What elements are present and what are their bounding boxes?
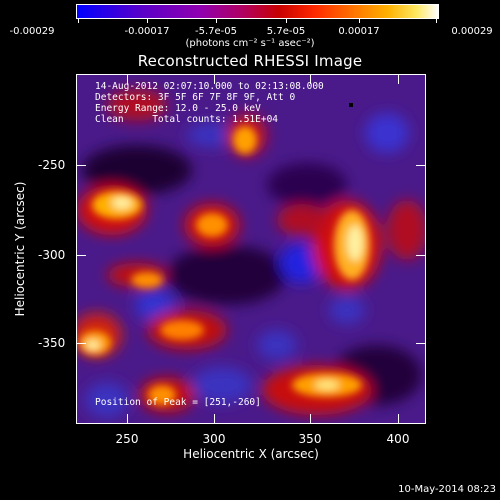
axis-tick bbox=[127, 414, 128, 424]
axis-tick bbox=[127, 74, 128, 84]
colorbar-tick bbox=[359, 19, 360, 23]
axis-tick bbox=[398, 414, 399, 424]
axis-tick bbox=[214, 74, 215, 84]
colorbar-tick bbox=[286, 19, 287, 23]
x-tick-label: 250 bbox=[115, 432, 139, 446]
info-line-4: Clean Total counts: 1.51E+04 bbox=[95, 114, 279, 125]
info-line-1: 14-Aug-2012 02:07:10.000 to 02:13:08.000 bbox=[95, 81, 324, 92]
axis-tick bbox=[310, 414, 311, 424]
axis-tick bbox=[416, 165, 426, 166]
info-line-2: Detectors: 3F 5F 6F 7F 8F 9F, Att 0 bbox=[95, 92, 296, 103]
y-axis-label: Heliocentric Y (arcsec) bbox=[13, 181, 27, 317]
axis-tick bbox=[76, 343, 86, 344]
colorbar-tick-label: 0.00017 bbox=[338, 26, 380, 37]
info-line-3: Energy Range: 12.0 - 25.0 keV bbox=[95, 103, 261, 114]
colorbar-tick-label: -0.00029 bbox=[9, 26, 55, 37]
axis-tick bbox=[398, 74, 399, 84]
axis-tick bbox=[416, 343, 426, 344]
colorbar-tick-label: -0.00017 bbox=[124, 26, 170, 37]
axis-tick bbox=[416, 255, 426, 256]
peak-position: Position of Peak = [251,-260] bbox=[95, 397, 261, 408]
rhessi-image: 14-Aug-2012 02:07:10.000 to 02:13:08.000… bbox=[76, 74, 426, 424]
colorbar-tick bbox=[78, 19, 79, 23]
y-tick-label: -300 bbox=[38, 248, 66, 262]
colorbar-tick-label: 5.7e-05 bbox=[266, 26, 306, 37]
axis-tick bbox=[310, 74, 311, 84]
x-tick-label: 400 bbox=[386, 432, 410, 446]
axis-tick bbox=[76, 255, 86, 256]
colorbar-tick bbox=[216, 19, 217, 23]
colorbar-units: (photons cm⁻² s⁻¹ asec⁻²) bbox=[185, 38, 315, 49]
colorbar-tick bbox=[436, 19, 437, 23]
colorbar bbox=[76, 4, 439, 19]
y-tick-label: -250 bbox=[38, 158, 66, 172]
axis-tick bbox=[214, 414, 215, 424]
y-tick-label: -350 bbox=[38, 336, 66, 350]
timestamp: 10-May-2014 08:23 bbox=[398, 484, 496, 495]
x-axis-label: Heliocentric X (arcsec) bbox=[183, 447, 319, 461]
image-title: Reconstructed RHESSI Image bbox=[137, 52, 363, 70]
x-tick-label: 350 bbox=[298, 432, 322, 446]
colorbar-tick-label: 0.00029 bbox=[451, 26, 493, 37]
x-tick-label: 300 bbox=[202, 432, 226, 446]
colorbar-tick bbox=[147, 19, 148, 23]
colorbar-tick-label: -5.7e-05 bbox=[195, 26, 237, 37]
axis-tick bbox=[76, 165, 86, 166]
